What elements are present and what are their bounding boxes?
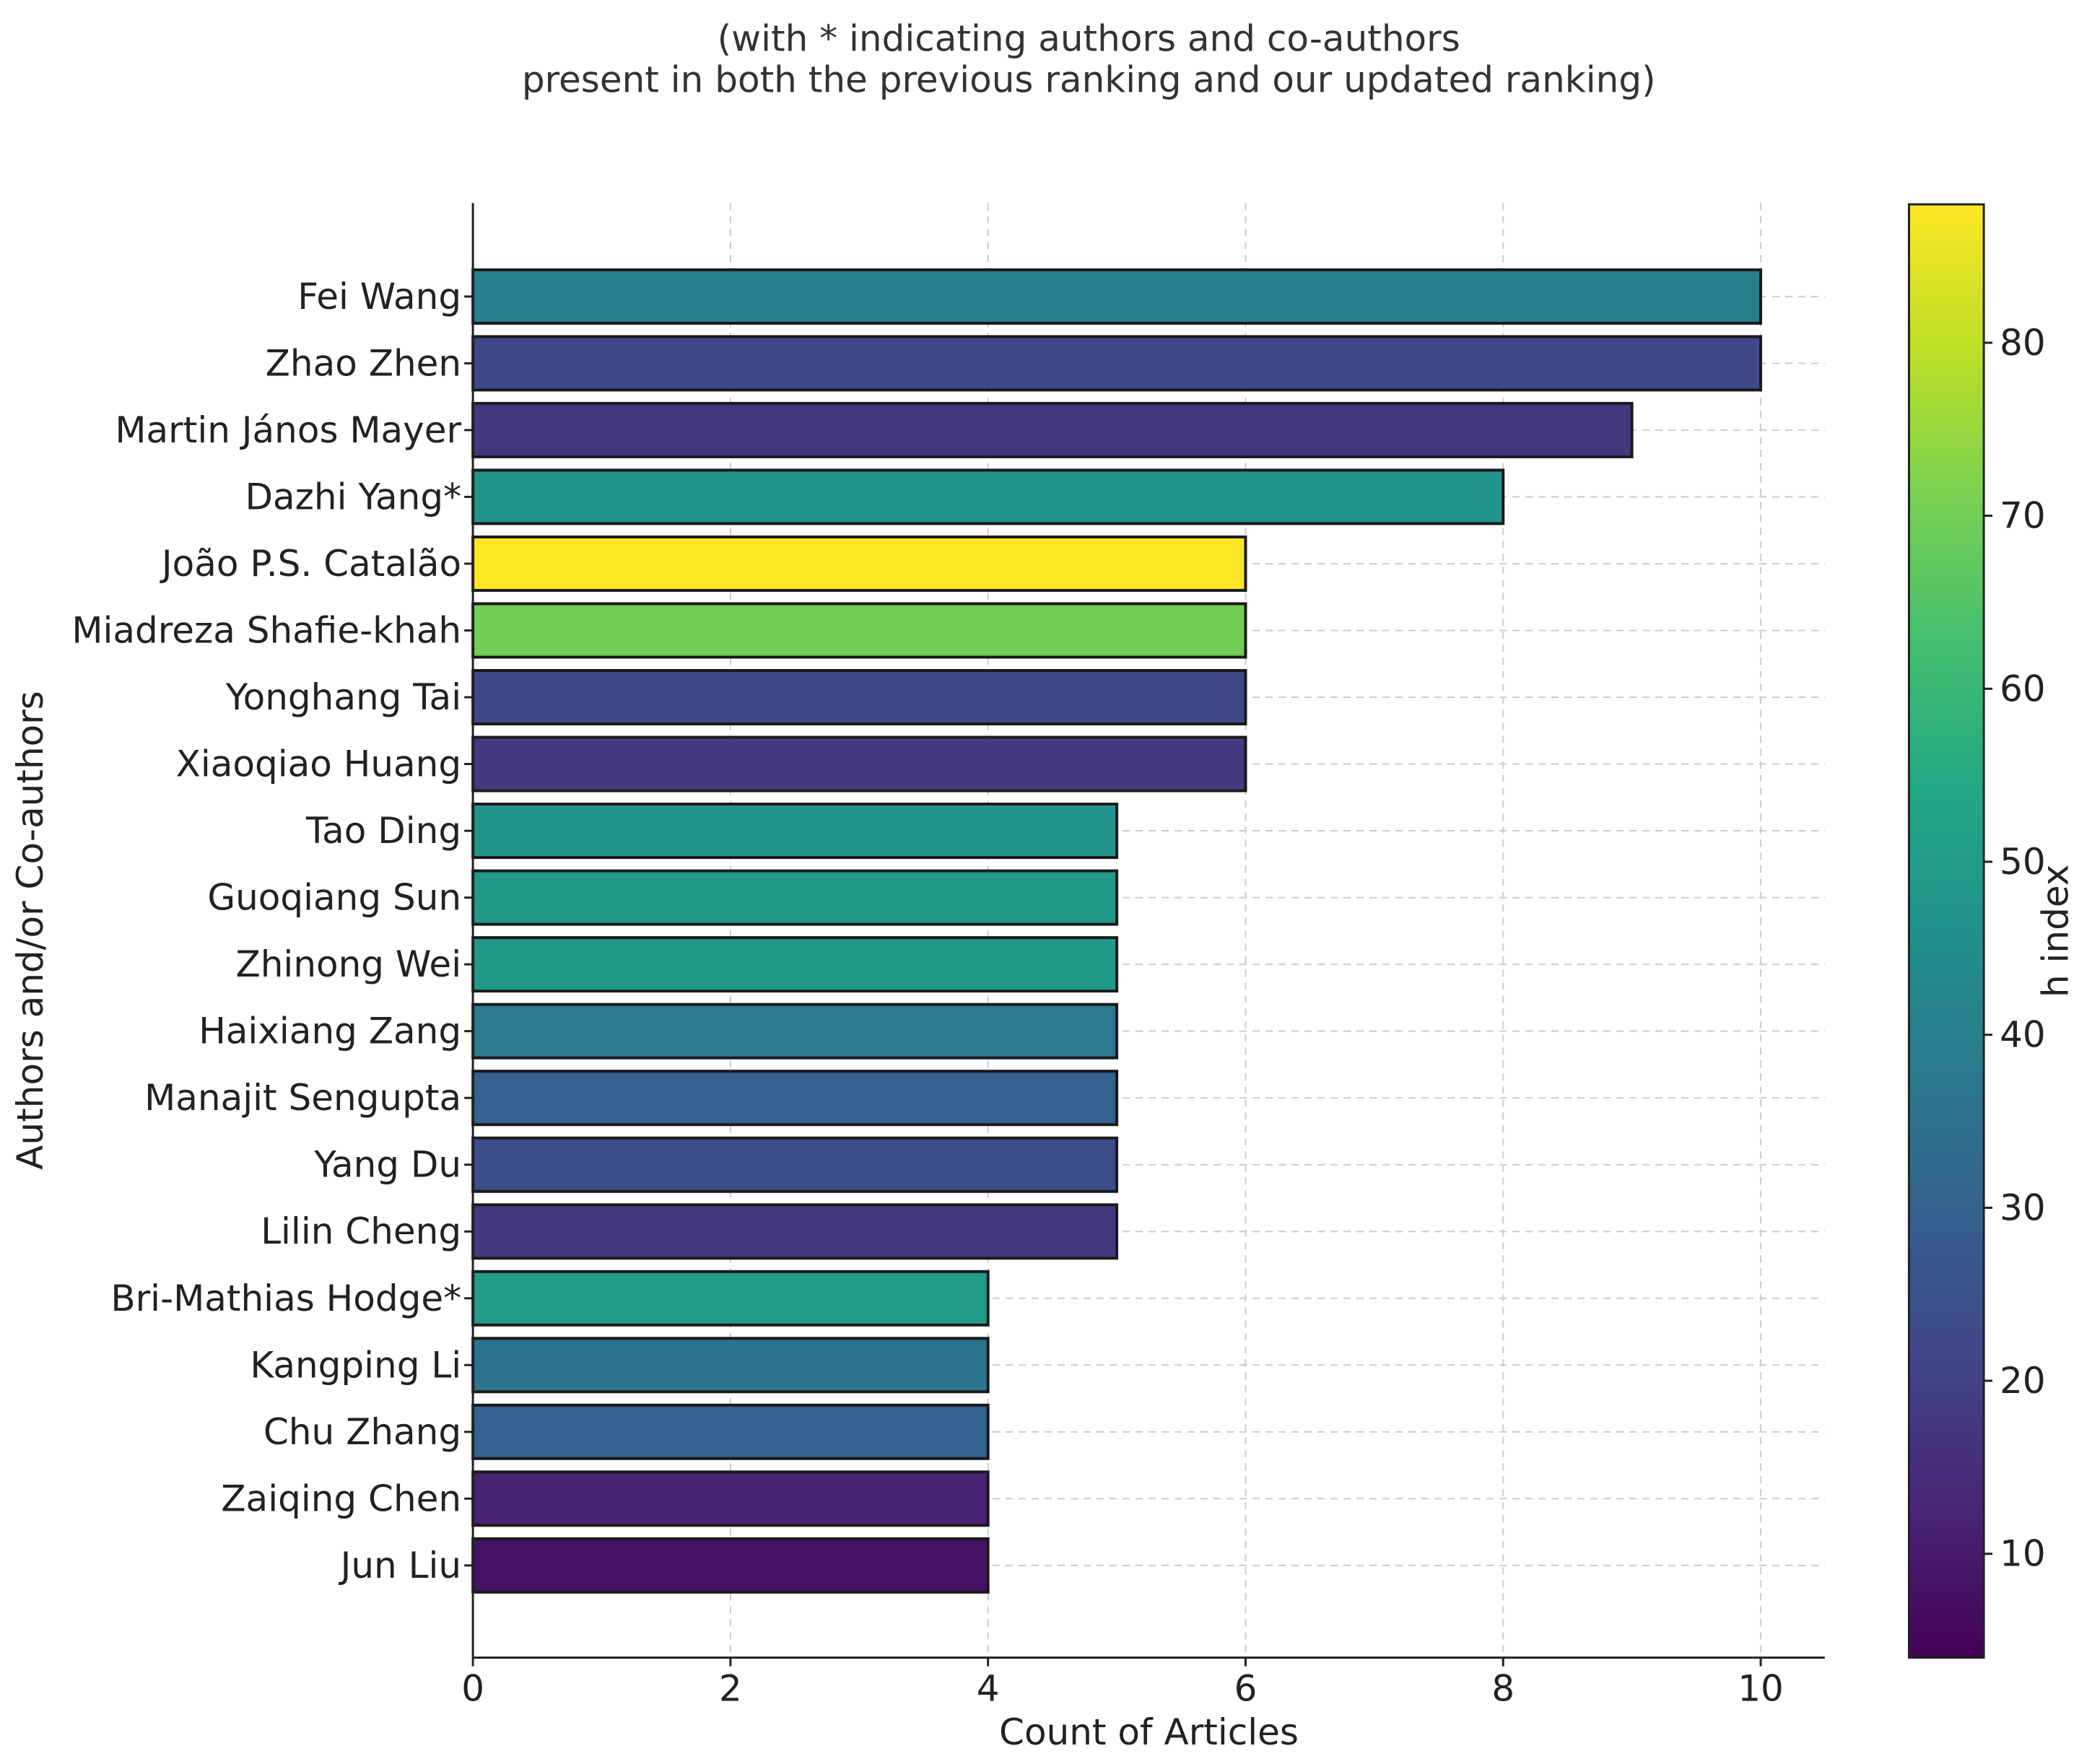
bars [471,268,1763,1594]
chart-title-line: present in both the previous ranking and… [522,59,1656,101]
bar [471,268,1763,325]
colorbar-gradient [1907,203,1985,1659]
y-tick-label: Yang Du [313,1144,461,1186]
y-tick-label: Bri-Mathias Hodge* [110,1278,461,1319]
bar [471,936,1119,993]
chart-title: (with * indicating authors and co-author… [522,17,1656,100]
chart-title-line: (with * indicating authors and co-author… [718,17,1460,59]
bar [471,1537,990,1594]
bar [471,668,1247,726]
x-tick-label: 10 [1738,1668,1784,1710]
bar [471,602,1247,659]
bar [471,735,1247,793]
colorbar-label: h index [2035,865,2077,997]
y-tick-label: Lilin Cheng [261,1210,461,1252]
bar [471,1403,990,1460]
bar [471,335,1763,392]
y-tick-label: Tao Ding [305,810,461,852]
colorbar-tick-label: 80 [2000,322,2046,364]
bar [471,1337,990,1394]
x-tick-label: 2 [719,1668,742,1710]
y-tick-label: Xiaoqiao Huang [176,743,461,785]
bar [471,1470,990,1527]
bar [471,535,1247,592]
colorbar-tick-label: 60 [2000,668,2046,709]
y-tick-label: João P.S. Catalão [160,543,461,585]
colorbar-tick-label: 20 [2000,1360,2046,1402]
y-tick-label: Jun Liu [339,1545,461,1586]
x-tick-label: 4 [977,1668,1000,1710]
y-axis-label: Authors and/or Co-authors [9,691,51,1170]
colorbar-tick-label: 30 [2000,1187,2046,1228]
bar [471,1270,990,1327]
x-tick-label: 6 [1234,1668,1258,1710]
bar [471,401,1634,458]
colorbar: 10 20 30 40 50 60 70 80 [1907,203,2046,1659]
y-tick-label: Zhao Zhen [266,342,461,384]
y-tick-label: Manajit Sengupta [144,1077,461,1119]
bar [471,1203,1119,1260]
colorbar-tick-label: 70 [2000,495,2046,537]
bar [471,869,1119,926]
x-axis-label: Count of Articles [999,1711,1299,1753]
y-tick-label: Martin János Mayer [115,409,461,451]
colorbar-tick-label: 10 [2000,1533,2046,1575]
y-tick-label: Guoqiang Sun [207,877,461,919]
axes [471,203,1825,1659]
bar [471,1003,1119,1060]
y-tick-label: Dazhi Yang* [245,476,462,518]
y-tick-label: Zhinong Wei [235,943,461,985]
y-tick-label: Fei Wang [297,276,461,318]
bar [471,1070,1119,1127]
x-tick-label: 8 [1491,1668,1514,1710]
y-tick-label: Chu Zhang [263,1411,461,1453]
colorbar-tick-label: 50 [2000,841,2046,883]
y-tick-labels: Fei Wang Zhao Zhen Martin János Mayer Dazhi… [71,276,474,1586]
colorbar-tick-label: 40 [2000,1014,2046,1056]
y-tick-label: Yonghang Tai [225,676,461,718]
y-tick-label: Zaiqing Chen [221,1477,461,1519]
x-tick-label: 0 [461,1668,484,1710]
bar [471,1136,1119,1193]
bar [471,468,1505,525]
x-tick-labels: 0 2 4 6 8 10 [461,1657,1784,1710]
bar [471,803,1119,860]
y-tick-label: Miadreza Shafie-khah [71,609,461,651]
y-tick-label: Kangping Li [250,1344,461,1386]
y-tick-label: Haixiang Zang [199,1010,461,1052]
